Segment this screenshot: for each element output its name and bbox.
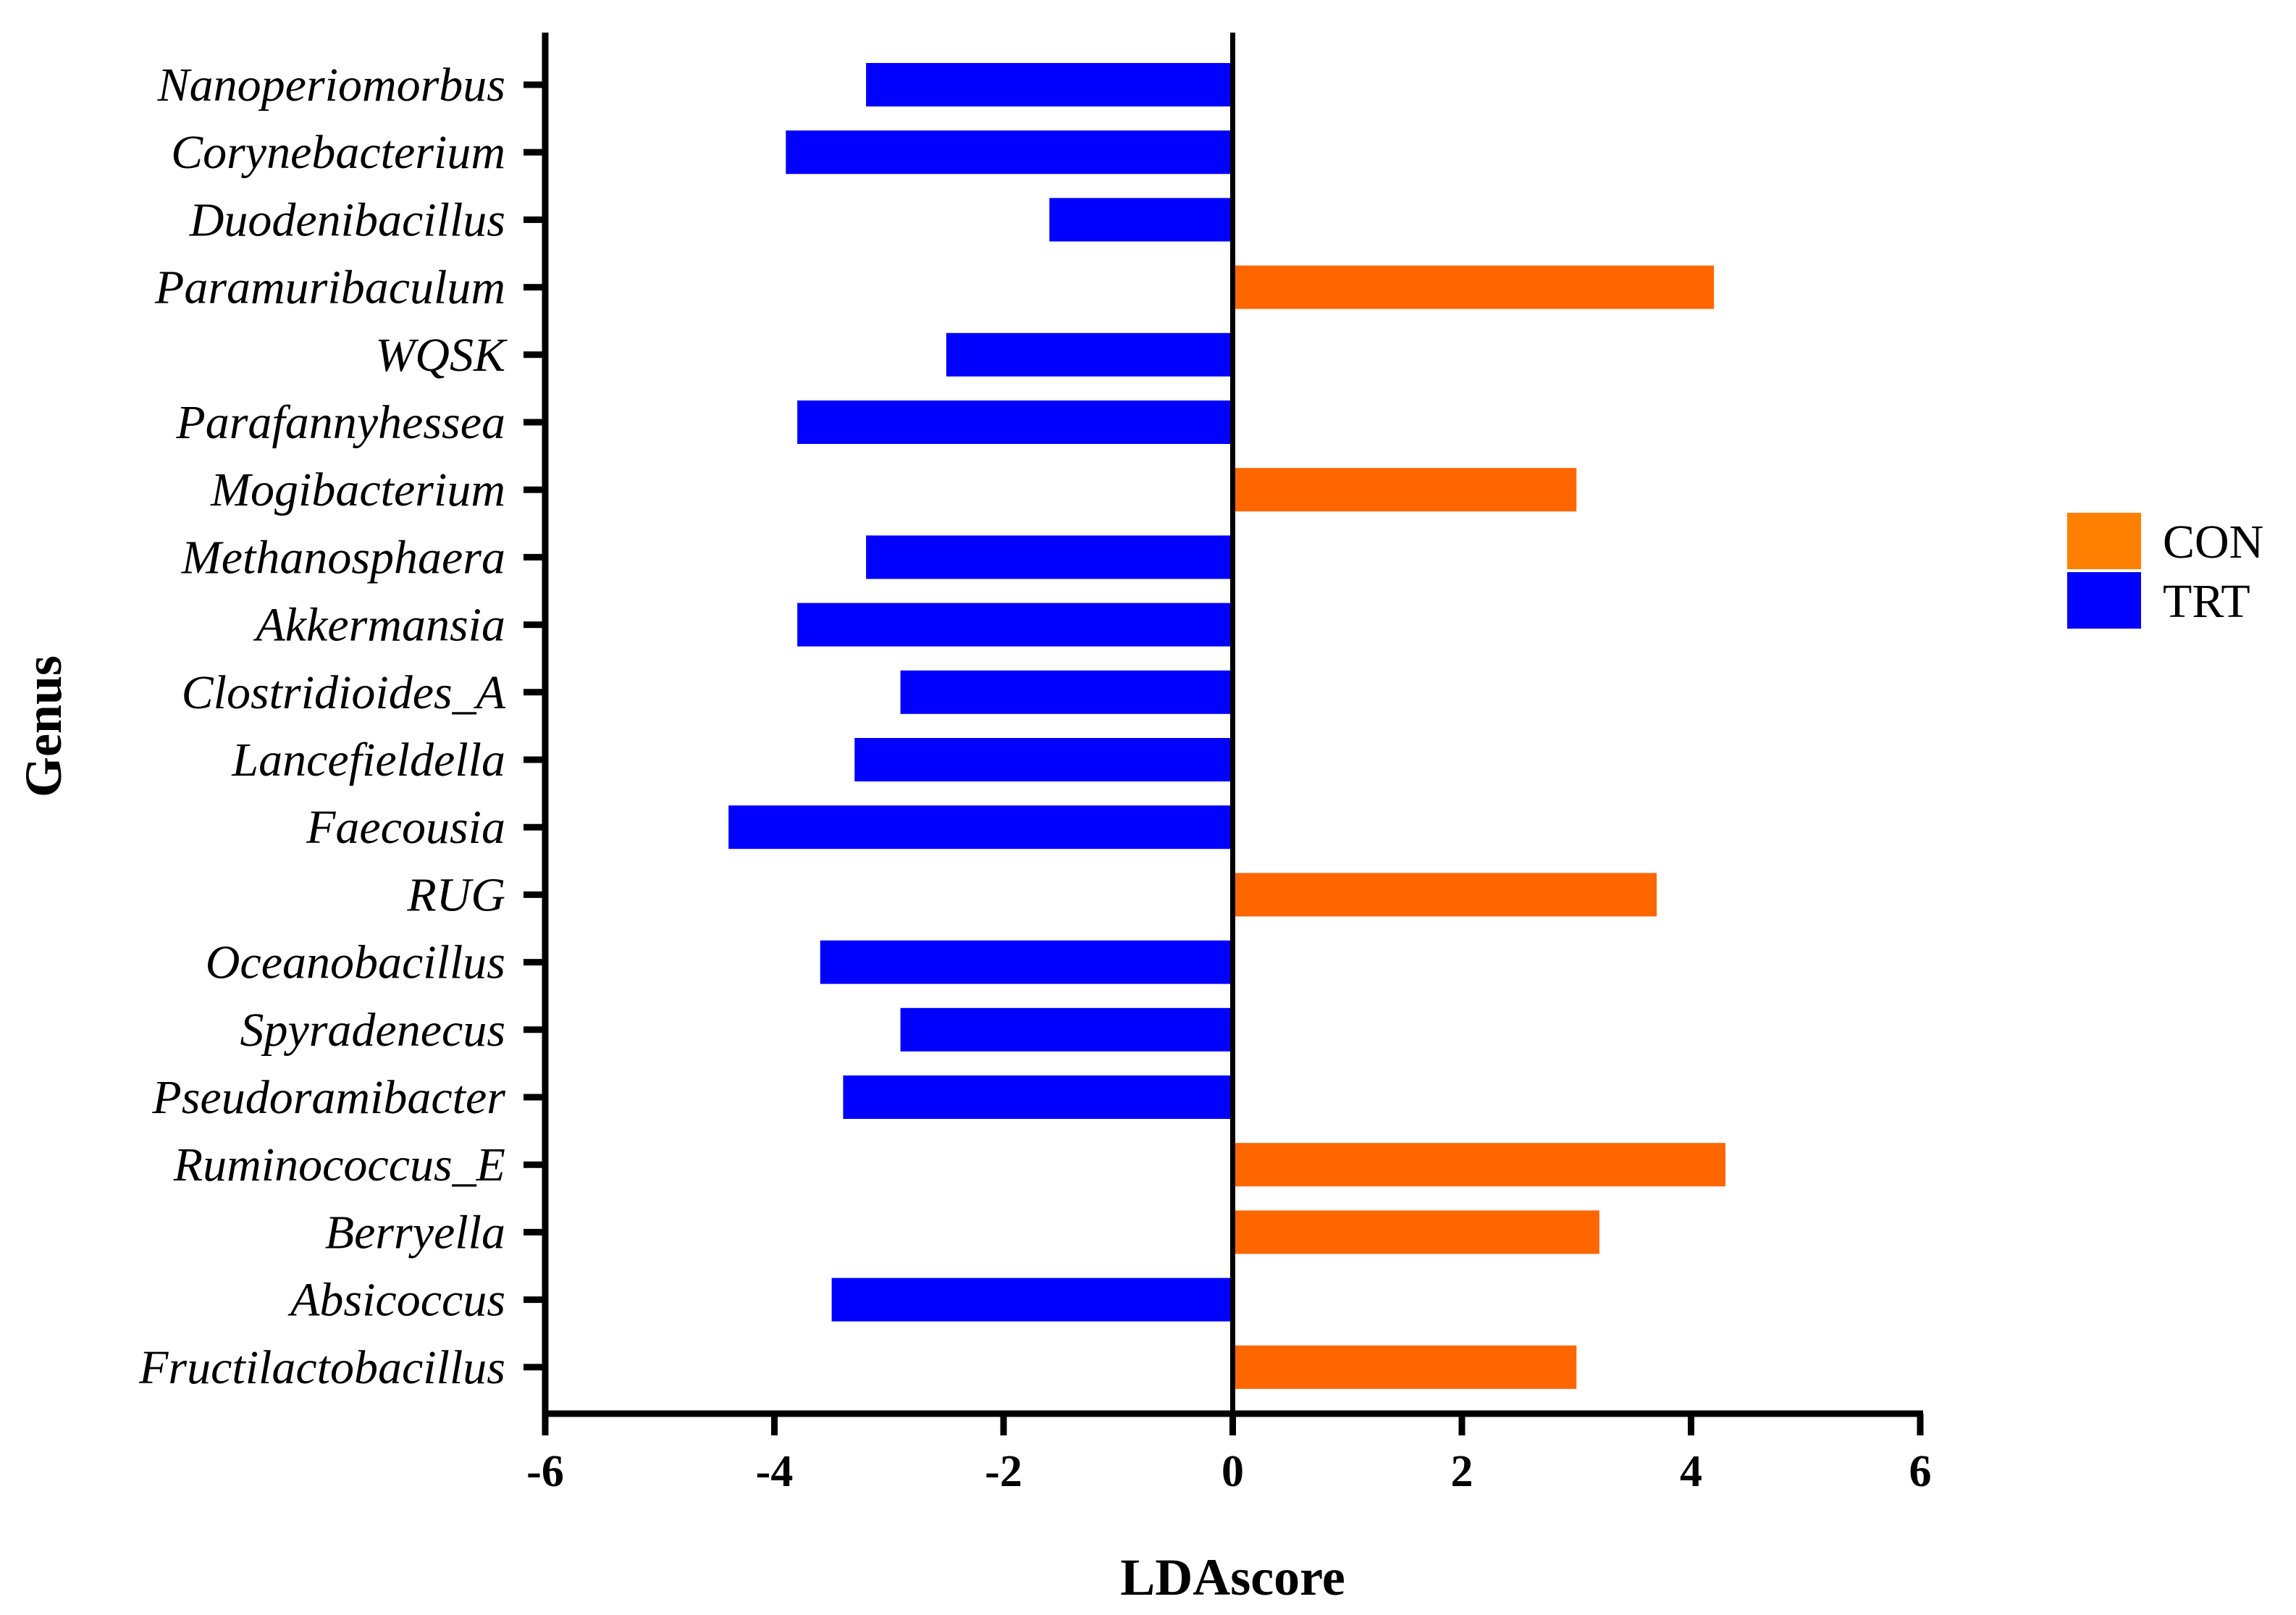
category-label: Clostridioides_A xyxy=(182,666,506,719)
bar-nanoperiomorbus xyxy=(866,63,1233,106)
legend-label-trt: TRT xyxy=(2163,575,2250,628)
bar-parafannyhessea xyxy=(797,400,1233,444)
bar-absicoccus xyxy=(831,1278,1233,1322)
category-label: Pseudoramibacter xyxy=(151,1071,505,1124)
category-labels: Nanoperiomorbus Corynebacterium Duodenibac… xyxy=(138,59,508,1394)
x-tick-label: 0 xyxy=(1221,1447,1244,1496)
legend-label-con: CON xyxy=(2163,516,2263,569)
x-tick-label: 2 xyxy=(1451,1447,1473,1496)
category-label: Paramuribaculum xyxy=(154,261,505,314)
category-label: Parafannyhessea xyxy=(175,396,505,449)
legend: CON TRT xyxy=(2067,513,2263,629)
bar-lancefieldella xyxy=(854,738,1233,781)
bar-ruminococcus-e xyxy=(1232,1143,1725,1187)
bar-oceanobacillus xyxy=(820,940,1233,984)
category-label: Spyradenecus xyxy=(240,1004,505,1057)
category-label: RUG xyxy=(406,868,505,921)
bar-faecousia xyxy=(728,805,1233,850)
category-label: WQSK xyxy=(375,329,508,382)
bar-spyradenecus xyxy=(900,1007,1233,1052)
category-label: Berryella xyxy=(325,1206,505,1259)
category-label: Absicoccus xyxy=(287,1274,505,1327)
bar-paramuribaculum xyxy=(1232,265,1715,309)
category-label: Ruminococcus_E xyxy=(173,1138,505,1191)
bar-wqsk xyxy=(946,332,1233,377)
bars-layer xyxy=(728,63,1725,1389)
x-tick-label: -6 xyxy=(526,1447,564,1496)
legend-swatch-trt xyxy=(2067,572,2141,629)
category-label: Duodenibacillus xyxy=(189,193,505,246)
bar-mogibacterium xyxy=(1232,468,1577,512)
category-label: Lancefieldella xyxy=(231,734,505,786)
category-label: Methanosphaera xyxy=(181,531,505,584)
x-tick-label: -2 xyxy=(985,1447,1022,1496)
category-label: Fructilactobacillus xyxy=(138,1341,505,1394)
bar-clostridioides-a xyxy=(900,670,1233,714)
category-label: Nanoperiomorbus xyxy=(157,59,505,112)
category-label: Corynebacterium xyxy=(171,126,505,179)
bar-methanosphaera xyxy=(866,535,1233,579)
category-label: Faecousia xyxy=(306,801,505,854)
bar-akkermansia xyxy=(797,603,1233,647)
x-tick-label: -4 xyxy=(756,1447,794,1496)
category-label: Akkermansia xyxy=(253,599,505,652)
category-label: Oceanobacillus xyxy=(206,936,505,989)
x-axis-title: LDAscore xyxy=(1120,1548,1345,1606)
x-tick-label: 6 xyxy=(1909,1447,1932,1496)
bar-fructilactobacillus xyxy=(1232,1345,1577,1389)
legend-swatch-con xyxy=(2067,513,2141,569)
category-label: Mogibacterium xyxy=(210,463,505,516)
bar-duodenibacillus xyxy=(1049,198,1233,242)
x-tick-label: 4 xyxy=(1680,1447,1702,1496)
x-tick-labels: -6 -4 -2 0 2 4 6 xyxy=(526,1447,1931,1496)
axes-layer xyxy=(523,33,1924,1435)
bar-pseudoramibacter xyxy=(843,1075,1233,1119)
bar-rug xyxy=(1232,873,1657,917)
y-axis-title: Genus xyxy=(14,655,72,797)
bar-corynebacterium xyxy=(786,130,1233,175)
bar-berryella xyxy=(1232,1210,1599,1254)
